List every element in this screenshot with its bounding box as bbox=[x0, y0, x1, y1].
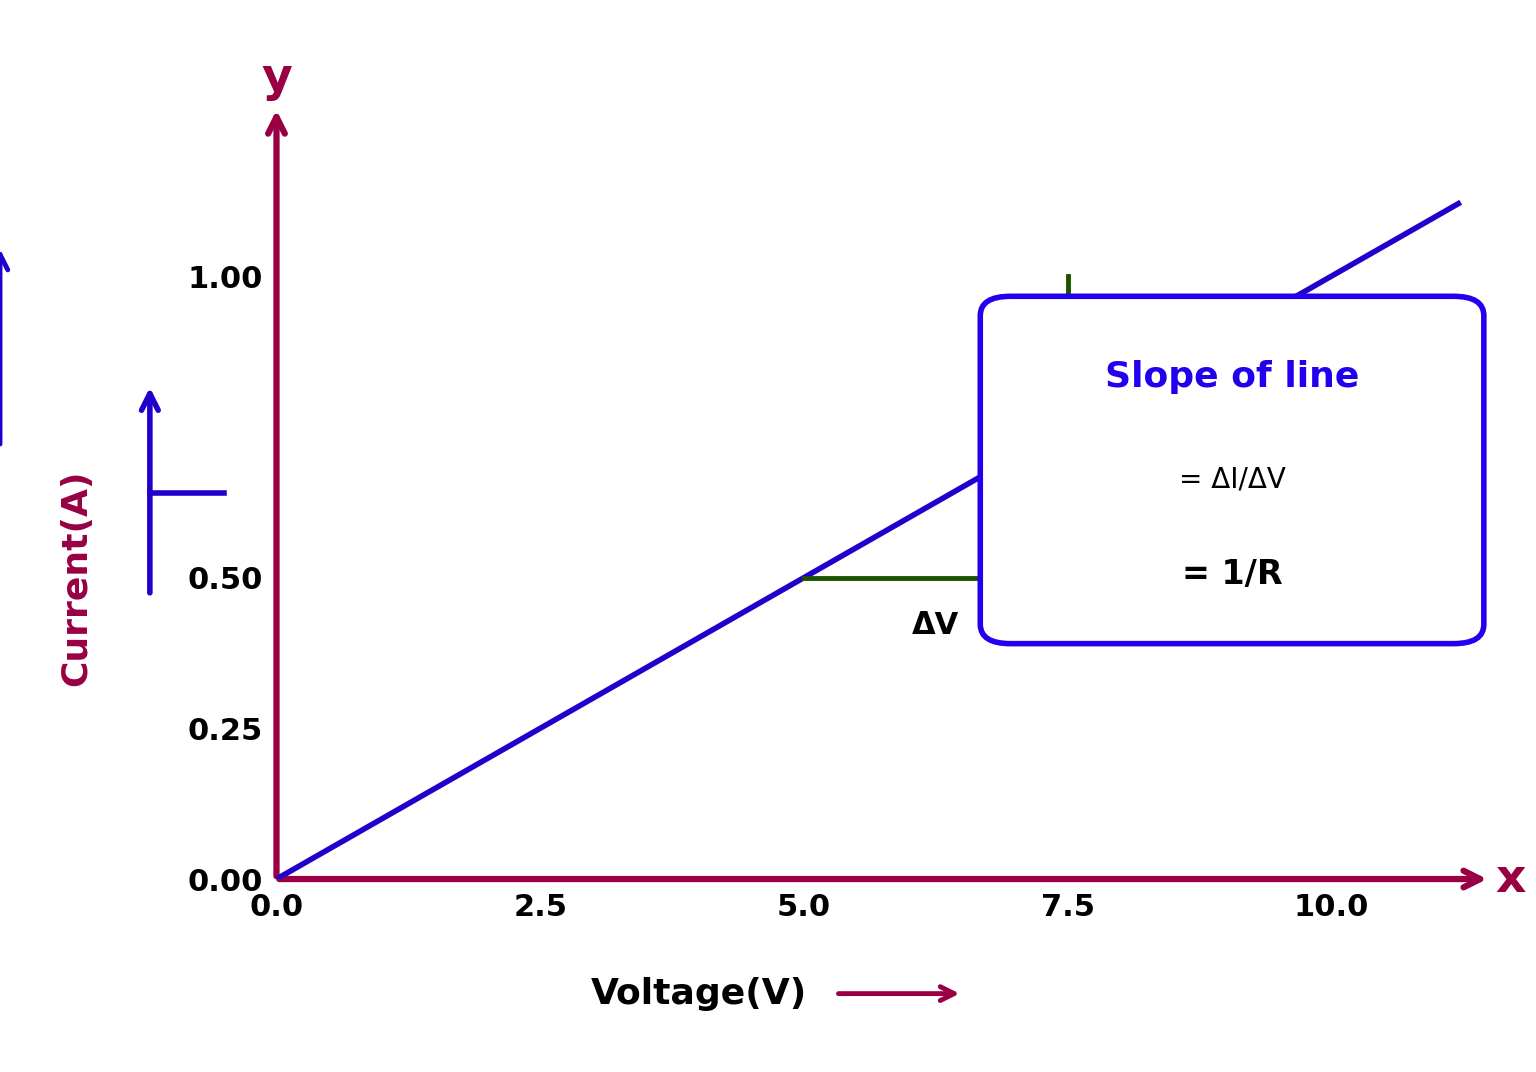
Text: x: x bbox=[1495, 857, 1525, 902]
FancyBboxPatch shape bbox=[980, 296, 1484, 643]
Text: Voltage(V): Voltage(V) bbox=[590, 977, 806, 1011]
Text: Current(A): Current(A) bbox=[58, 470, 94, 686]
Text: y: y bbox=[261, 56, 292, 101]
Text: Slope of line: Slope of line bbox=[1104, 360, 1359, 394]
Text: = 1/R: = 1/R bbox=[1181, 559, 1283, 592]
Text: ΔI: ΔI bbox=[1094, 413, 1129, 442]
Text: = ΔI/ΔV: = ΔI/ΔV bbox=[1178, 465, 1286, 493]
Text: ΔV: ΔV bbox=[912, 611, 960, 640]
